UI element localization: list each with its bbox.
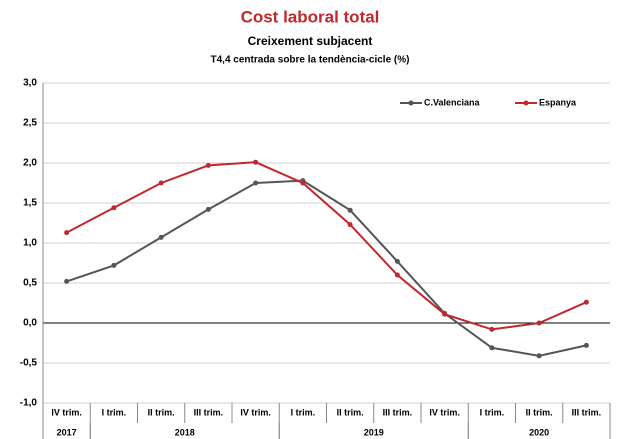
x-tick-label: II trim. <box>148 407 175 417</box>
legend-label: Espanya <box>539 97 577 107</box>
data-point <box>205 206 211 212</box>
data-point <box>536 353 542 359</box>
x-tick-label: IV trim. <box>51 407 82 417</box>
data-point <box>300 180 306 186</box>
chart-subtitle: Creixement subjacent <box>248 34 373 48</box>
data-point <box>253 180 259 186</box>
y-tick-label: -1,0 <box>20 398 38 409</box>
legend-label: C.Valenciana <box>424 97 481 107</box>
x-tick-label: III trim. <box>383 407 413 417</box>
x-tick-label: III trim. <box>572 407 602 417</box>
year-label: 2019 <box>364 427 384 437</box>
data-point <box>394 272 400 278</box>
x-tick-label: I trim. <box>480 407 505 417</box>
data-point <box>64 230 70 236</box>
x-tick-label: IV trim. <box>240 407 271 417</box>
chart-subtitle: T4,4 centrada sobre la tendència-cicle (… <box>211 55 410 66</box>
year-label: 2020 <box>529 427 549 437</box>
y-tick-label: 1,0 <box>23 238 37 249</box>
data-point <box>347 222 353 228</box>
y-tick-label: 0,5 <box>23 278 37 289</box>
y-tick-label: 2,5 <box>23 118 37 129</box>
chart-title: Cost laboral total <box>241 7 380 26</box>
data-point <box>111 262 117 268</box>
data-point <box>489 326 495 332</box>
x-tick-label: II trim. <box>526 407 553 417</box>
year-label: 2017 <box>57 427 77 437</box>
legend-swatch <box>523 100 529 106</box>
x-tick-label: I trim. <box>102 407 127 417</box>
data-point <box>205 162 211 168</box>
data-point <box>64 278 70 284</box>
x-tick-label: I trim. <box>291 407 316 417</box>
legend-swatch <box>408 100 414 106</box>
y-tick-label: 3,0 <box>23 78 37 89</box>
data-point <box>536 320 542 326</box>
y-tick-label: 2,0 <box>23 158 37 169</box>
y-tick-label: 1,5 <box>23 198 37 209</box>
data-point <box>158 234 164 240</box>
data-point <box>583 299 589 305</box>
data-point <box>347 207 353 213</box>
x-tick-label: III trim. <box>194 407 224 417</box>
data-point <box>111 205 117 211</box>
data-point <box>489 345 495 351</box>
x-tick-label: II trim. <box>337 407 364 417</box>
data-point <box>253 159 259 165</box>
x-tick-label: IV trim. <box>429 407 460 417</box>
data-point <box>394 258 400 264</box>
data-point <box>442 311 448 317</box>
y-tick-label: -0,5 <box>20 358 38 369</box>
y-tick-label: 0,0 <box>23 318 37 329</box>
series-line <box>66 161 587 331</box>
data-point <box>158 180 164 186</box>
year-label: 2018 <box>175 427 195 437</box>
series-line <box>66 179 587 357</box>
data-point <box>583 342 589 348</box>
